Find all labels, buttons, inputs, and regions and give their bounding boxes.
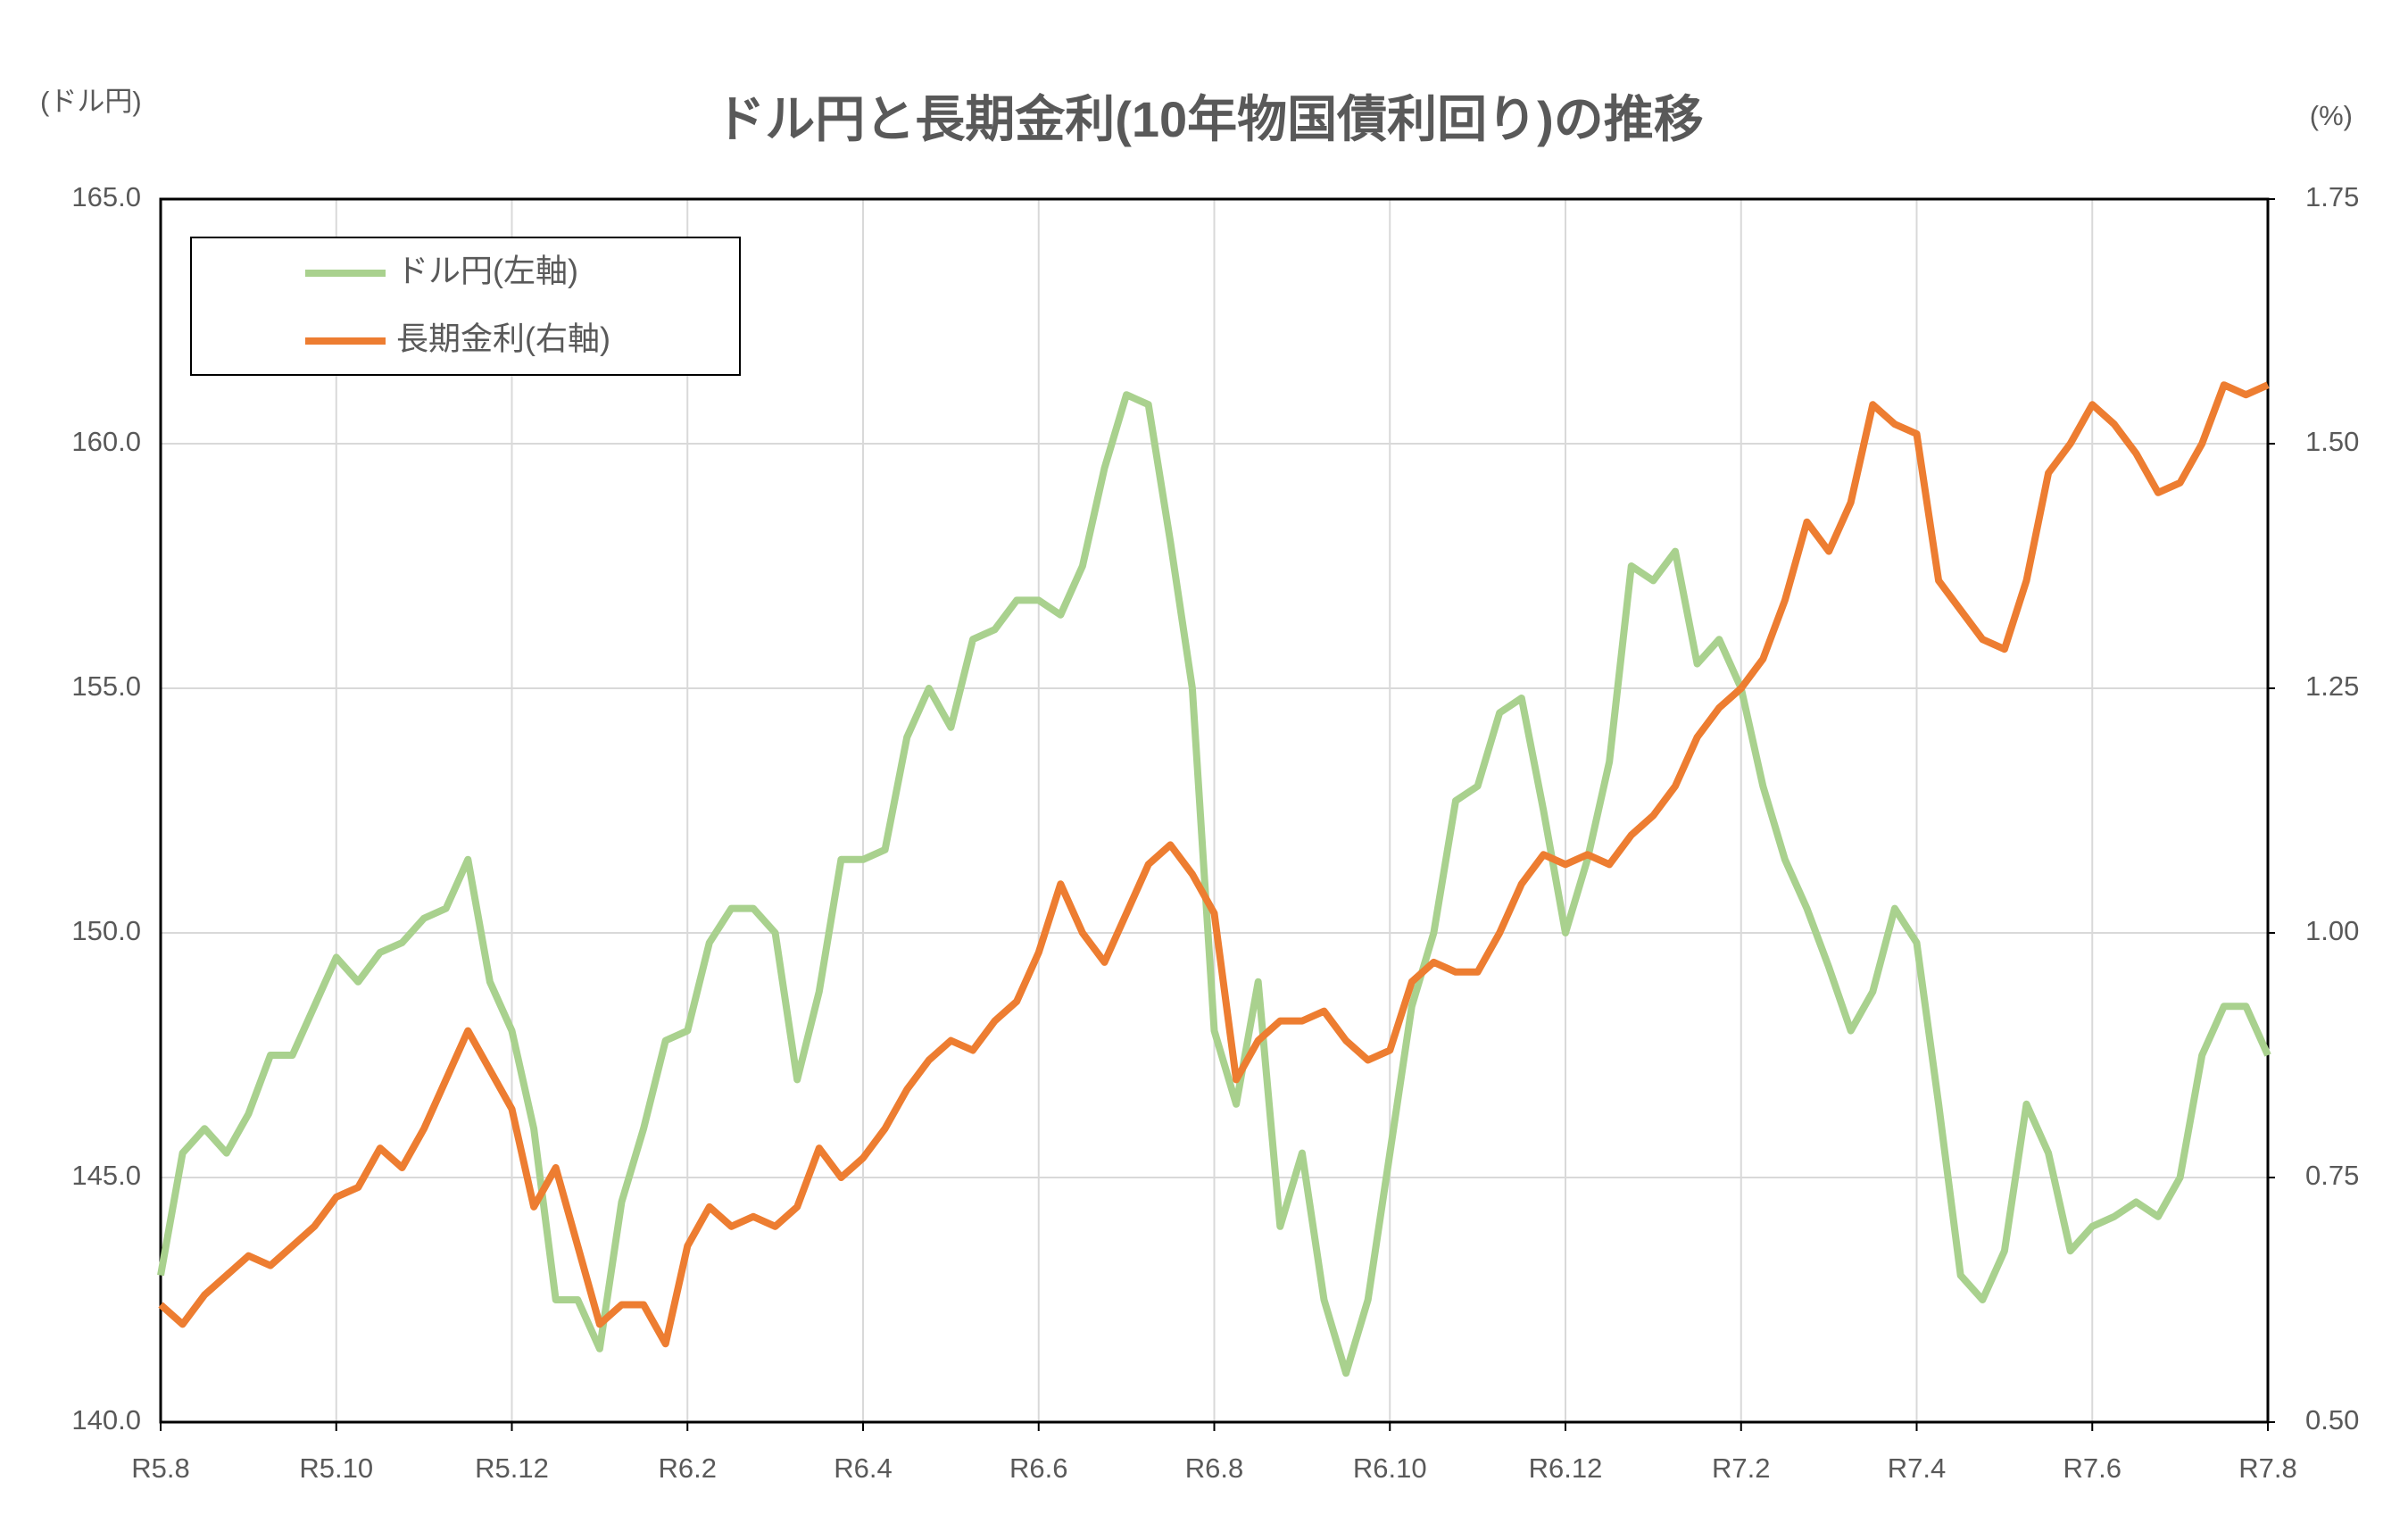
x-tick-label: R6.6 <box>1009 1452 1067 1484</box>
y2-tick-label: 1.00 <box>2305 915 2359 946</box>
y-tick-label: 160.0 <box>71 426 141 457</box>
x-tick-label: R5.8 <box>131 1452 189 1484</box>
y-tick-label: 140.0 <box>71 1404 141 1436</box>
x-tick-label: R7.8 <box>2238 1452 2296 1484</box>
x-tick-label: R7.2 <box>1712 1452 1770 1484</box>
legend: ドル円(左軸) 長期金利(右軸) <box>190 237 741 376</box>
y-axis-title: (ドル円) <box>40 86 142 117</box>
legend-label: 長期金利(右軸) <box>396 320 610 357</box>
plot-border <box>159 197 2270 1424</box>
y2-tick-label: 1.50 <box>2305 426 2359 457</box>
x-tick-label: R7.6 <box>2063 1452 2122 1484</box>
y2-tick-label: 0.50 <box>2305 1404 2359 1436</box>
y2-tick-label: 1.75 <box>2305 181 2359 212</box>
legend-label: ドル円(左軸) <box>396 253 578 289</box>
y-tick-label: 145.0 <box>71 1160 141 1191</box>
y2-tick-label: 1.25 <box>2305 670 2359 702</box>
x-tick-label: R6.2 <box>659 1452 717 1484</box>
series-line <box>158 381 2270 1348</box>
x-tick-label: R6.4 <box>834 1452 892 1484</box>
x-tick-label: R5.12 <box>475 1452 549 1484</box>
legend-box <box>190 237 741 376</box>
y-tick-label: 155.0 <box>71 670 141 702</box>
x-tick-label: R6.12 <box>1529 1452 1603 1484</box>
x-tick-label: R5.10 <box>299 1452 373 1484</box>
y2-axis-title: (%) <box>2310 100 2353 131</box>
y-tick-label: 165.0 <box>71 181 141 212</box>
y-tick-label: 150.0 <box>71 915 141 946</box>
y2-tick-label: 0.75 <box>2305 1160 2359 1191</box>
x-tick-label: R6.8 <box>1185 1452 1243 1484</box>
chart-title: ドル円と長期金利(10年物国債利回り)の推移 <box>715 91 1704 147</box>
series-line <box>157 391 2271 1377</box>
x-tick-label: R6.10 <box>1353 1452 1427 1484</box>
x-tick-label: R7.4 <box>1888 1452 1946 1484</box>
